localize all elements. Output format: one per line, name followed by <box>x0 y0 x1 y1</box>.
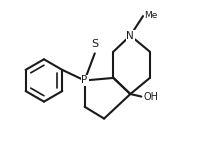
Text: S: S <box>91 39 98 49</box>
Text: N: N <box>127 31 134 41</box>
Text: OH: OH <box>143 92 158 102</box>
Text: P: P <box>81 75 88 86</box>
Text: Me: Me <box>144 11 157 20</box>
